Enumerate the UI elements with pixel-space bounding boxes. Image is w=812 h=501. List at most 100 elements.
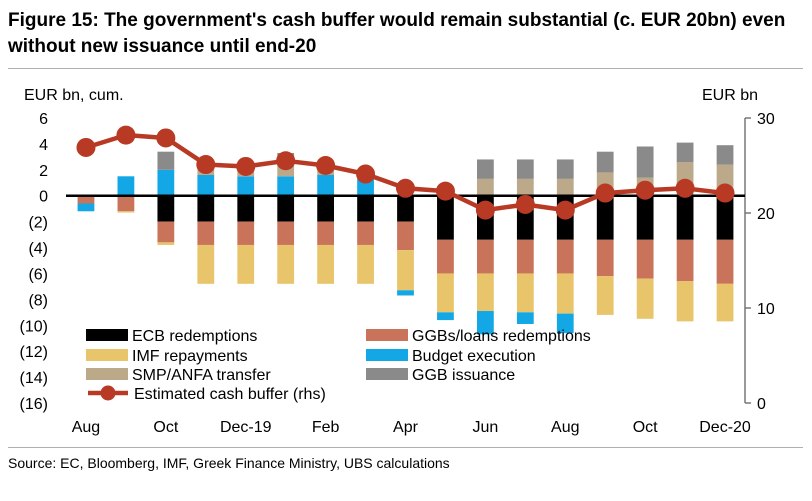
bar-segment (556, 273, 574, 314)
y-tick-label-left: (14) (20, 370, 48, 387)
bar-segment (397, 290, 414, 296)
bar-segment (596, 239, 614, 277)
bar-segment (516, 239, 534, 274)
cash-buffer-marker (236, 156, 256, 176)
bar-segment (197, 175, 215, 196)
bar-segment (676, 281, 694, 322)
x-tick-label: Oct (633, 419, 658, 436)
x-tick-label: Oct (153, 419, 178, 436)
bar-segment (317, 175, 335, 196)
bar-segment (437, 273, 454, 313)
bar-segment (437, 312, 454, 321)
bar-segment (516, 159, 534, 179)
x-tick-label: Aug (551, 419, 579, 436)
legend-swatch (366, 349, 408, 361)
bar-segment (516, 312, 534, 324)
legend-label: ECB redemptions (132, 328, 257, 345)
bar-segment (636, 146, 654, 178)
bar-segment (716, 145, 734, 165)
legend-label: IMF repayments (132, 348, 248, 365)
bar-segment (676, 239, 694, 282)
bar-segment (197, 195, 215, 222)
bar-segment (556, 159, 574, 179)
cash-buffer-marker (595, 183, 615, 203)
bar-segment (516, 273, 534, 313)
bar-segment (277, 195, 295, 222)
bar-segment (317, 195, 335, 222)
bar-segment (437, 239, 454, 274)
cash-buffer-marker (715, 183, 735, 203)
legend-label: Estimated cash buffer (rhs) (134, 386, 326, 403)
cash-buffer-marker (76, 137, 96, 157)
bar-segment (357, 244, 374, 284)
bar-segment (317, 244, 335, 284)
bar-segment (237, 221, 255, 245)
bar-segment (596, 276, 614, 315)
y-tick-label-left: 0 (39, 189, 48, 206)
cash-buffer-marker (675, 178, 695, 198)
cash-buffer-marker (116, 125, 136, 145)
bar-segment (397, 195, 414, 222)
legend-label: Budget execution (412, 348, 536, 365)
bar-segment (636, 239, 654, 279)
cash-buffer-marker (475, 200, 495, 220)
y-tick-label-left: (4) (28, 241, 48, 258)
bar-segment (317, 221, 335, 245)
bar-segment (716, 239, 734, 284)
bar-segment (476, 159, 494, 179)
y-tick-label-right: 0 (757, 396, 766, 413)
bar-segment (636, 195, 654, 240)
bar-segment (77, 203, 95, 212)
cash-buffer-marker (635, 180, 655, 200)
bar-segment (556, 313, 574, 334)
bar-segment (716, 195, 734, 240)
cash-buffer-marker (276, 151, 296, 171)
bar-segment (277, 176, 295, 196)
y-axis-label-left: EUR bn, cum. (24, 87, 124, 104)
y-tick-label-left: (16) (20, 396, 48, 413)
x-tick-label: Dec-19 (220, 419, 272, 436)
bar-segment (437, 195, 454, 240)
x-tick-label: Aug (72, 419, 100, 436)
cash-buffer-marker (316, 156, 336, 175)
bar-segment (237, 244, 255, 284)
bar-segment (596, 151, 614, 173)
bar-segment (157, 242, 175, 245)
bar-segment (197, 221, 215, 245)
cash-buffer-marker (156, 128, 176, 148)
y-tick-label-left: (2) (28, 215, 48, 232)
chart-title: Figure 15: The government's cash buffer … (8, 10, 786, 57)
bar-segment (197, 244, 215, 284)
cash-buffer-marker (396, 178, 415, 198)
chart-source: Source: EC, Bloomberg, IMF, Greek Financ… (8, 455, 450, 471)
cash-buffer-marker (435, 181, 455, 201)
legend-line-marker (100, 385, 116, 401)
bar-segment (676, 195, 694, 240)
bar-segment (117, 211, 135, 213)
bar-segment (476, 178, 494, 196)
y-tick-label-left: (10) (20, 318, 48, 335)
bar-segment (476, 239, 494, 274)
x-tick-label: Jun (472, 419, 498, 436)
bar-segment (157, 195, 175, 222)
y-tick-label-left: 2 (39, 163, 48, 180)
bar-segment (476, 311, 494, 335)
y-tick-label-left: (12) (20, 344, 48, 361)
cash-buffer-marker (515, 194, 535, 214)
bar-segment (277, 244, 295, 284)
legend-label: SMP/ANFA transfer (132, 367, 271, 384)
bar-segment (77, 195, 95, 204)
bar-segment (157, 221, 175, 243)
bar-segment (596, 195, 614, 240)
y-tick-label-right: 20 (757, 206, 775, 223)
x-tick-label: Apr (393, 419, 419, 436)
y-tick-label-right: 30 (757, 111, 775, 128)
y-tick-label-left: (8) (28, 292, 48, 309)
bar-segment (716, 283, 734, 322)
y-tick-label-right: 10 (757, 301, 775, 318)
legend-swatch (366, 368, 408, 380)
source-divider (8, 447, 803, 448)
x-tick-label: Dec-20 (699, 419, 751, 436)
